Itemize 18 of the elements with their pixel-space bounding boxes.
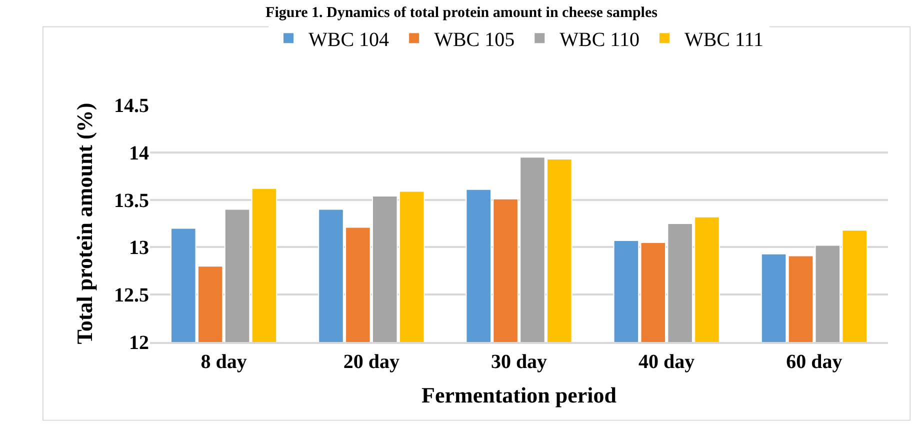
y-axis-title: Total protein amount (%) xyxy=(72,102,97,344)
y-tick-label: 13 xyxy=(129,237,149,260)
x-tick-label: 8 day xyxy=(200,351,247,373)
legend-label: WBC 104 xyxy=(308,28,390,51)
y-tick-label: 12.5 xyxy=(114,284,149,307)
x-tick-label: 20 day xyxy=(343,351,400,373)
y-tick-label: 12 xyxy=(129,332,149,354)
y-tick-label: 13.5 xyxy=(114,190,149,212)
chart-title: Figure 1. Dynamics of total protein amount in cheese samples xyxy=(266,5,658,22)
x-tick-label: 60 day xyxy=(786,351,842,373)
legend-label: WBC 110 xyxy=(560,28,640,51)
legend-label: WBC 105 xyxy=(434,28,515,51)
y-tick-label: 14.5 xyxy=(114,95,149,117)
x-tick-label: 40 day xyxy=(638,351,695,373)
y-tick-label: 14 xyxy=(129,142,149,164)
x-tick-label: 30 day xyxy=(490,351,548,373)
legend-label: WBC 111 xyxy=(684,28,764,51)
x-axis-title: Fermentation period xyxy=(422,382,616,408)
